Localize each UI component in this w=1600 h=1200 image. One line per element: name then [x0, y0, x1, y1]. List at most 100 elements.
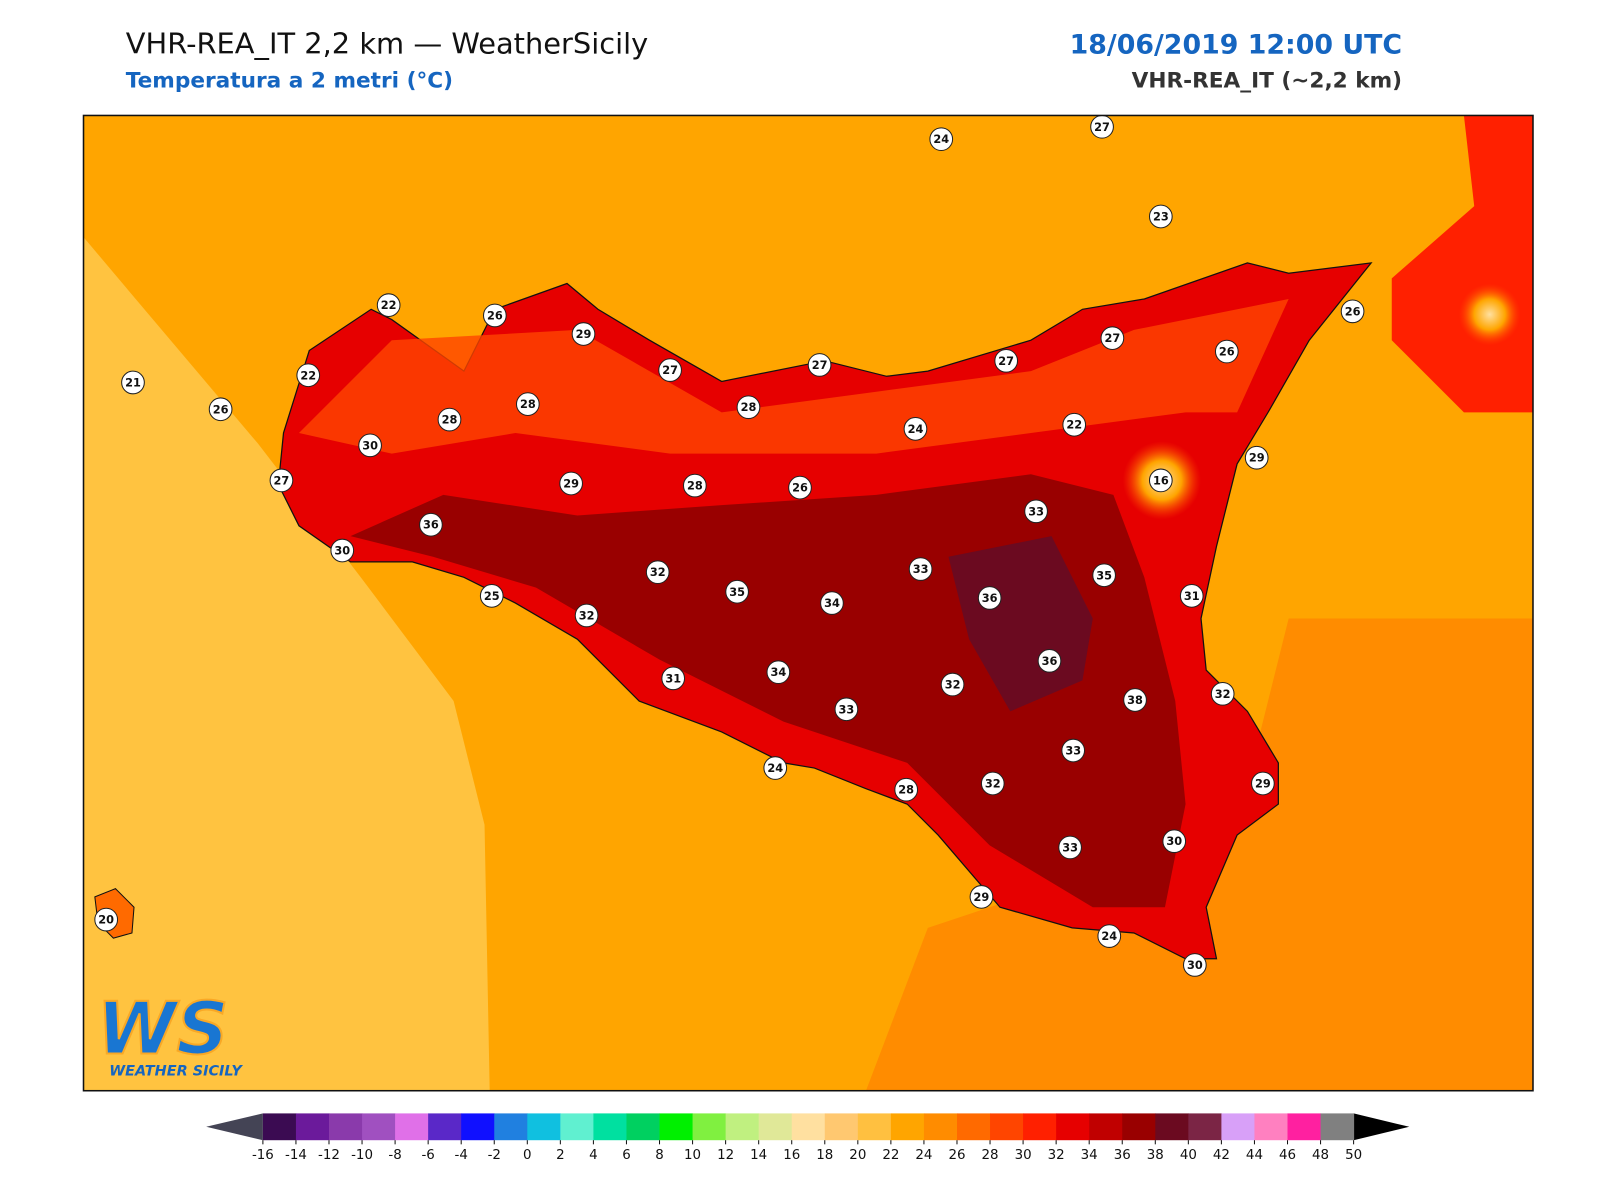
station-value: 27 [274, 473, 290, 487]
station: 30 [1162, 829, 1187, 854]
station-marker [269, 468, 294, 493]
station: 24 [763, 756, 788, 780]
station-marker [645, 560, 670, 585]
station-value: 28 [520, 397, 536, 411]
colorbar-segment [758, 1113, 793, 1141]
station: 34 [766, 660, 791, 685]
station: 32 [1210, 681, 1235, 706]
station-marker [894, 777, 919, 802]
colorbar-tick-label: 28 [982, 1148, 999, 1163]
colorbar-tick-label: -4 [455, 1148, 468, 1163]
station: 26 [482, 303, 507, 328]
station-marker [479, 584, 504, 608]
station-value: 33 [913, 562, 929, 576]
station-marker [994, 348, 1019, 373]
station-value: 31 [1184, 589, 1200, 603]
station: 24 [1097, 924, 1122, 948]
colorbar-segment [1287, 1113, 1322, 1141]
colorbar-segment [1023, 1113, 1057, 1141]
colorbar-tick-label: 18 [816, 1148, 833, 1163]
station-marker [903, 417, 928, 441]
station: 28 [894, 777, 919, 802]
colorbar-tick-label: 20 [849, 1148, 866, 1163]
colorbar-tick-label: 48 [1312, 1148, 1329, 1163]
station: 26 [788, 475, 812, 500]
station: 28 [682, 473, 707, 498]
colorbar: -16 -14 -12 -10 -8 -6 -4 -2 0 2 4 6 8 10 12 14 16 18 20 22 2… [252, 1113, 1362, 1163]
colorbar-tick-label: -10 [351, 1148, 373, 1163]
station: 32 [574, 603, 599, 628]
station-marker [1058, 835, 1082, 860]
station-marker [358, 433, 382, 458]
colorbar-tick-label: 6 [622, 1148, 631, 1163]
station-value: 34 [770, 665, 786, 679]
station-value: 34 [824, 596, 840, 610]
station-marker [121, 370, 145, 395]
station-marker [330, 538, 355, 563]
station: 27 [269, 468, 294, 493]
station-value: 20 [98, 913, 114, 927]
station: 27 [1100, 326, 1125, 350]
station-value: 38 [1127, 693, 1143, 707]
subtitle: Temperatura a 2 metri (°C) [126, 69, 453, 94]
model: VHR-REA_IT (~2,2 km) [1132, 69, 1402, 94]
station: 25 [479, 584, 504, 608]
colorbar-segment [461, 1113, 495, 1141]
station-value: 26 [487, 308, 503, 322]
station-value: 29 [1255, 777, 1271, 791]
station: 33 [1058, 835, 1082, 860]
station-marker [1210, 681, 1235, 706]
station-marker [658, 358, 682, 382]
colorbar-tick-label: 10 [684, 1148, 701, 1163]
station: 26 [208, 397, 233, 422]
station: 23 [1148, 204, 1173, 229]
station-marker [820, 591, 844, 615]
station-marker [1092, 563, 1116, 588]
station-value: 32 [1215, 687, 1231, 701]
station: 36 [1037, 648, 1062, 673]
station-value: 32 [945, 678, 961, 692]
station-value: 36 [982, 591, 998, 605]
station-marker [419, 512, 443, 537]
station-marker [940, 672, 965, 697]
station-marker [1100, 326, 1125, 350]
station: 36 [419, 512, 443, 537]
colorbar-segment [1122, 1113, 1156, 1141]
station-marker [929, 127, 954, 152]
station: 32 [940, 672, 965, 697]
station: 21 [121, 370, 145, 395]
colorbar-segment [1221, 1113, 1255, 1141]
station-marker [94, 907, 119, 932]
stations: 24 27 23 22 26 29 22 21 26 28 28 27 27 28 27 27 26 26 24 22… [94, 115, 1365, 977]
station-marker [515, 392, 540, 416]
station: 22 [376, 293, 401, 318]
station: 27 [658, 358, 682, 382]
station-marker [482, 303, 507, 328]
colorbar-segment [1188, 1113, 1222, 1141]
station-marker [1244, 445, 1269, 470]
station-marker [208, 397, 233, 422]
station: 28 [515, 392, 540, 416]
station-value: 24 [1101, 929, 1117, 943]
station-value: 32 [579, 608, 595, 622]
station-marker [1182, 953, 1207, 977]
colorbar-tick-label: 8 [655, 1148, 664, 1163]
colorbar-tick-label: 32 [1048, 1148, 1065, 1163]
station-value: 24 [908, 422, 924, 436]
colorbar-segment [824, 1113, 859, 1141]
station-value: 30 [1187, 958, 1203, 972]
colorbar-tick-label: 42 [1213, 1148, 1230, 1163]
station-marker [1090, 115, 1114, 139]
station-value: 22 [381, 298, 397, 312]
station-marker [1061, 738, 1086, 763]
station-value: 30 [334, 544, 350, 558]
station: 29 [1251, 771, 1275, 796]
station-marker [980, 771, 1005, 796]
map-frame [82, 114, 1534, 1092]
station-marker [725, 579, 749, 604]
station: 35 [1092, 563, 1116, 588]
station-marker [437, 407, 462, 432]
station: 33 [834, 697, 859, 722]
station-marker [834, 697, 859, 722]
